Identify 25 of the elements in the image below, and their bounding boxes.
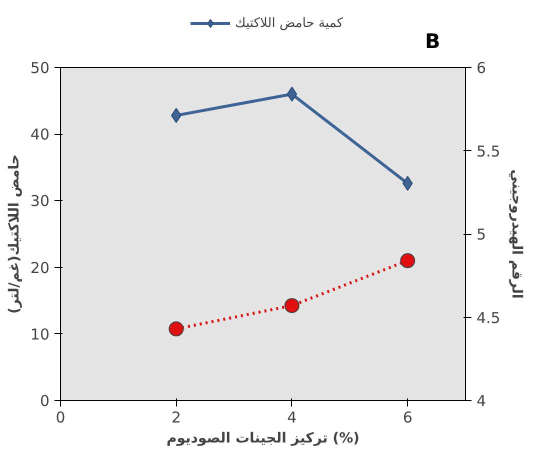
point: [168, 321, 184, 336]
y-tick-label: 40: [30, 126, 50, 144]
y2-tick-label: 6: [476, 59, 486, 77]
x-tick-label: 6: [402, 408, 412, 426]
y-axis-title: حامض اللاكتيك(غم/لتر): [6, 154, 22, 314]
x-axis-title: تركيز الجينات الصوديوم (%): [166, 430, 360, 446]
y-tick-label: 30: [30, 192, 50, 210]
point: [402, 176, 413, 191]
y-tick-label: 10: [30, 325, 50, 344]
y2-tick-label: 5: [476, 226, 486, 244]
y2-axis-title: الرقم الهيدروجيني: [508, 169, 524, 299]
y-tick-label: 0: [40, 392, 50, 410]
x-tick-label: 4: [287, 408, 297, 426]
y2-tick-label: 5.5: [476, 142, 500, 160]
y2-tick-label: 4.5: [476, 308, 500, 327]
x-tick-label: 2: [171, 408, 181, 426]
y-tick-label: 50: [30, 59, 50, 77]
point: [400, 253, 416, 268]
y-tick-label: 20: [30, 258, 50, 277]
text: B: [425, 28, 440, 53]
legend-label: كمية حامض اللاكتيك: [235, 16, 344, 30]
point: [284, 298, 300, 314]
y2-tick-label: 4: [476, 392, 486, 410]
point: [286, 86, 298, 102]
x-tick-label: 0: [56, 408, 66, 426]
